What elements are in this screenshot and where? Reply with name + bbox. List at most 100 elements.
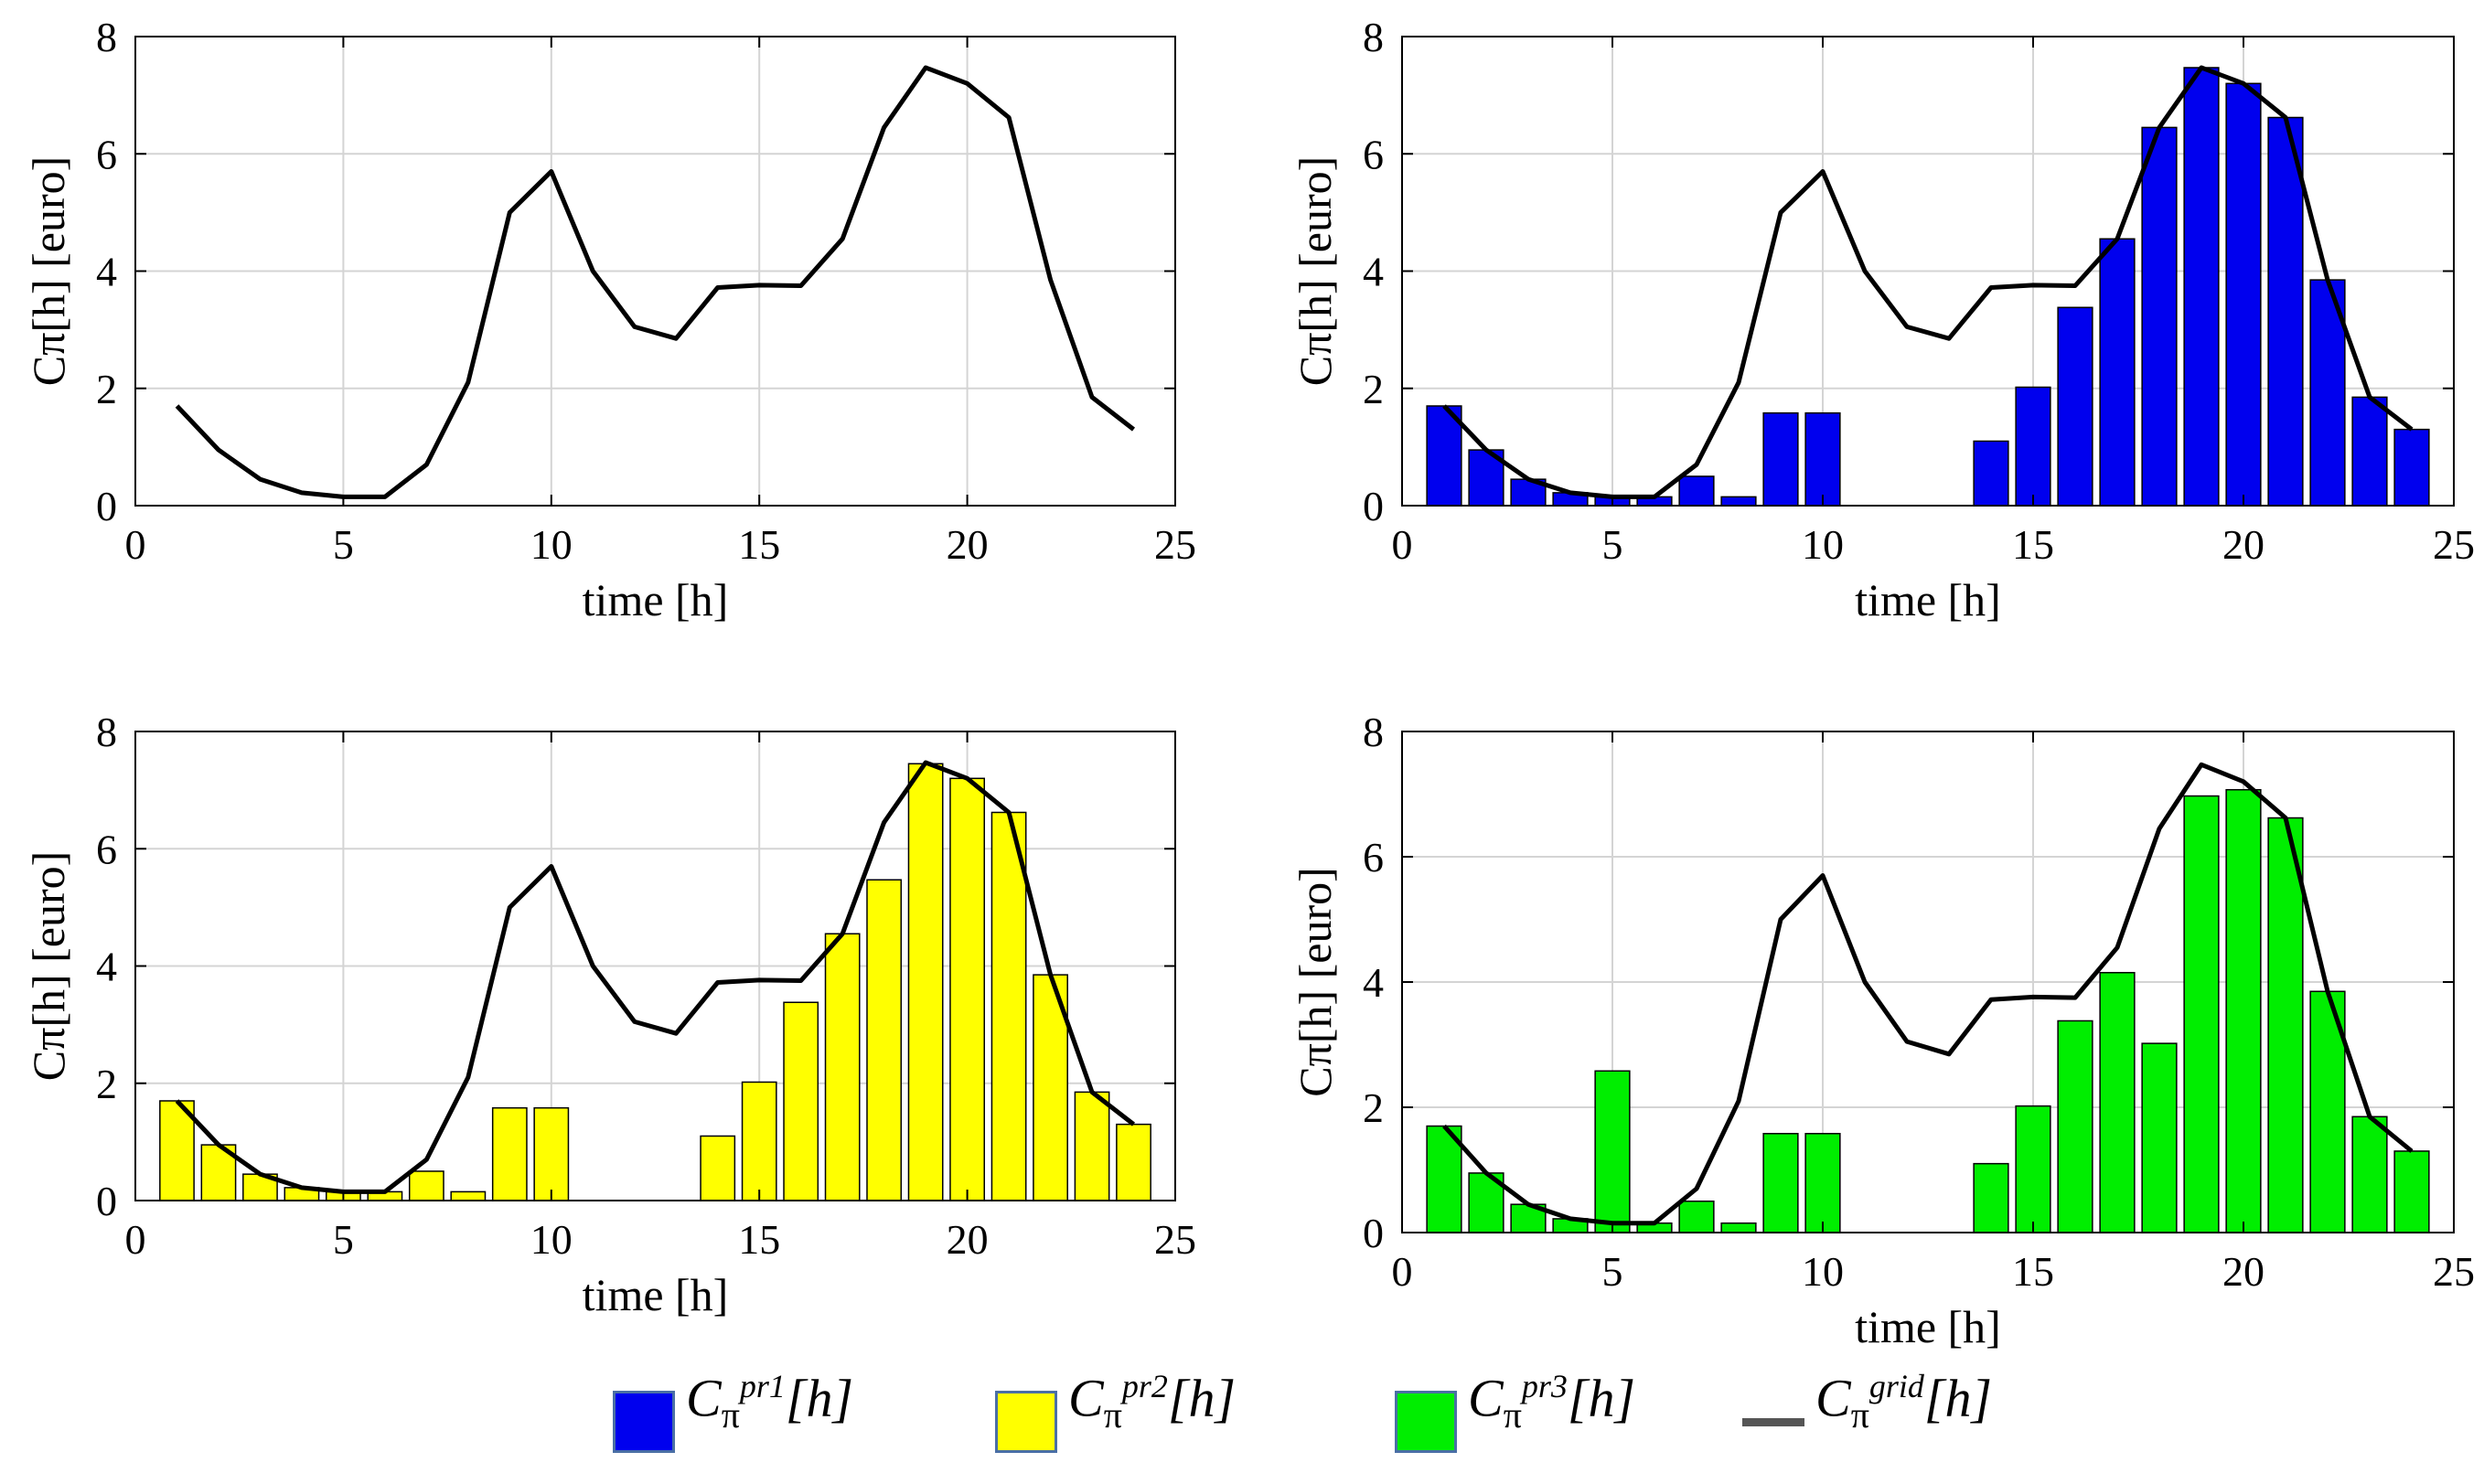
bar-pr1: [2057, 306, 2093, 507]
x-tick-label: 25: [1154, 1216, 1196, 1263]
x-axis-label: time [h]: [1855, 1301, 2001, 1352]
bar-pr2: [866, 879, 903, 1201]
legend-label-grid: Cπgrid[h]: [1815, 1368, 1993, 1436]
y-tick-label: 8: [96, 709, 117, 755]
legend: Cπpr1[h] Cπpr2[h] Cπpr3[h] Cπgrid[h]: [0, 1358, 2484, 1468]
y-axis-label: Cπ[h] [euro]: [1290, 156, 1341, 387]
bar-pr3: [2183, 795, 2220, 1233]
legend-label-pr3: Cπpr3[h]: [1468, 1368, 1636, 1436]
x-tick-label: 0: [1392, 1248, 1413, 1295]
bar-pr2: [1116, 1123, 1151, 1201]
x-tick-label: 15: [2012, 1248, 2054, 1295]
y-tick-label: 4: [1363, 249, 1384, 295]
y-axis-label: Cπ[h] [euro]: [23, 851, 74, 1082]
bar-pr3: [1762, 1133, 1799, 1233]
y-tick-label: 0: [1363, 1210, 1384, 1256]
bar-pr3: [1973, 1162, 2009, 1233]
bar-pr1: [2183, 67, 2220, 507]
bar-pr1: [1973, 440, 2009, 507]
chart-panel-bottom-left: 0 5 10 15 20 25 0 2 4 6 8 time [h] Cπ[h] [euro]: [23, 709, 1196, 1320]
x-tick-label: 5: [1602, 1248, 1623, 1295]
x-tick-label: 20: [2222, 1248, 2265, 1295]
bar-pr3: [1720, 1222, 1757, 1233]
bar-pr3: [2225, 788, 2262, 1233]
bar-pr2: [491, 1106, 528, 1201]
x-tick-label: 20: [947, 1216, 989, 1263]
chart-panel-bottom-right: 0 5 10 15 20 25 0 2 4 6 8 time [h] Cπ[h] [euro]: [1290, 709, 2475, 1352]
legend-swatch-grid: [1742, 1418, 1804, 1426]
bar-pr2: [159, 1100, 195, 1201]
bar-pr3: [2141, 1042, 2178, 1233]
bar-pr2: [450, 1190, 487, 1201]
bar-pr1: [2393, 428, 2430, 507]
y-axis-label: Cπ[h] [euro]: [1290, 867, 1341, 1097]
legend-label-pr2: Cπpr2[h]: [1068, 1368, 1237, 1436]
bar-pr1: [2225, 82, 2262, 507]
y-tick-label: 2: [96, 366, 117, 412]
bar-pr3: [2015, 1105, 2051, 1233]
y-tick-label: 6: [96, 826, 117, 872]
x-tick-label: 15: [2012, 521, 2054, 568]
chart-panel-top-right: 0 5 10 15 20 25 0 2 4 6 8 time [h] Cπ[h] [euro]: [1290, 14, 2475, 625]
bar-pr2: [907, 763, 944, 1201]
series-line-grid: [1442, 65, 2414, 499]
chart-panel-top-left: 0 5 10 15 20 25 0 2 4 6 8 time [h] Cπ[h] [euro]: [23, 14, 1196, 625]
bar-pr1: [2351, 396, 2388, 507]
y-tick-label: 2: [1363, 1084, 1384, 1131]
bar-pr3: [2351, 1116, 2388, 1233]
x-tick-label: 0: [125, 521, 146, 568]
bar-pr1: [2099, 238, 2136, 507]
y-tick-label: 6: [1363, 834, 1384, 881]
x-tick-label: 15: [738, 1216, 780, 1263]
legend-swatch-pr3: [1395, 1391, 1457, 1453]
bar-pr2: [783, 1001, 819, 1201]
y-tick-label: 4: [1363, 959, 1384, 1006]
x-tick-label: 10: [1802, 1248, 1844, 1295]
x-tick-label: 5: [1602, 521, 1623, 568]
x-tick-label: 5: [333, 521, 354, 568]
bar-pr2: [990, 811, 1027, 1201]
bar-pr3: [2393, 1150, 2430, 1233]
y-tick-label: 4: [96, 249, 117, 295]
x-tick-label: 10: [530, 521, 573, 568]
bar-pr1: [2267, 116, 2304, 507]
x-tick-label: 0: [1392, 521, 1413, 568]
y-tick-label: 4: [96, 944, 117, 990]
bar-pr2: [949, 777, 985, 1201]
x-tick-label: 25: [2433, 521, 2475, 568]
bar-pr2: [741, 1081, 777, 1201]
bar-pr2: [700, 1135, 736, 1201]
y-tick-label: 2: [1363, 366, 1384, 412]
y-tick-label: 8: [1363, 14, 1384, 60]
y-axis-label: Cπ[h] [euro]: [23, 156, 74, 387]
x-tick-label: 10: [530, 1216, 573, 1263]
x-tick-label: 25: [2433, 1248, 2475, 1295]
bar-pr1: [1804, 411, 1841, 507]
bar-pr1: [2141, 126, 2178, 507]
bar-pr3: [2267, 817, 2304, 1233]
legend-swatch-pr1: [613, 1391, 675, 1453]
y-tick-label: 6: [1363, 131, 1384, 177]
series-line-grid: [175, 65, 1136, 499]
bar-pr1: [1720, 496, 1757, 507]
x-tick-label: 20: [947, 521, 989, 568]
bar-pr1: [1426, 405, 1462, 507]
y-tick-label: 0: [96, 1178, 117, 1224]
bar-pr3: [1678, 1201, 1715, 1233]
x-axis-label: time [h]: [583, 1269, 729, 1320]
legend-label-pr1: Cπpr1[h]: [686, 1368, 854, 1436]
y-tick-label: 6: [96, 131, 117, 177]
x-tick-label: 25: [1154, 521, 1196, 568]
y-tick-label: 0: [96, 483, 117, 529]
x-tick-label: 0: [125, 1216, 146, 1263]
x-tick-label: 10: [1802, 521, 1844, 568]
bar-pr3: [1804, 1133, 1841, 1233]
bar-pr2: [1074, 1091, 1110, 1201]
y-tick-label: 0: [1363, 483, 1384, 529]
bar-pr1: [2015, 386, 2051, 507]
series-line-grid: [175, 760, 1136, 1194]
x-tick-label: 5: [333, 1216, 354, 1263]
y-tick-label: 8: [1363, 709, 1384, 755]
series-line-grid: [1442, 762, 2414, 1226]
